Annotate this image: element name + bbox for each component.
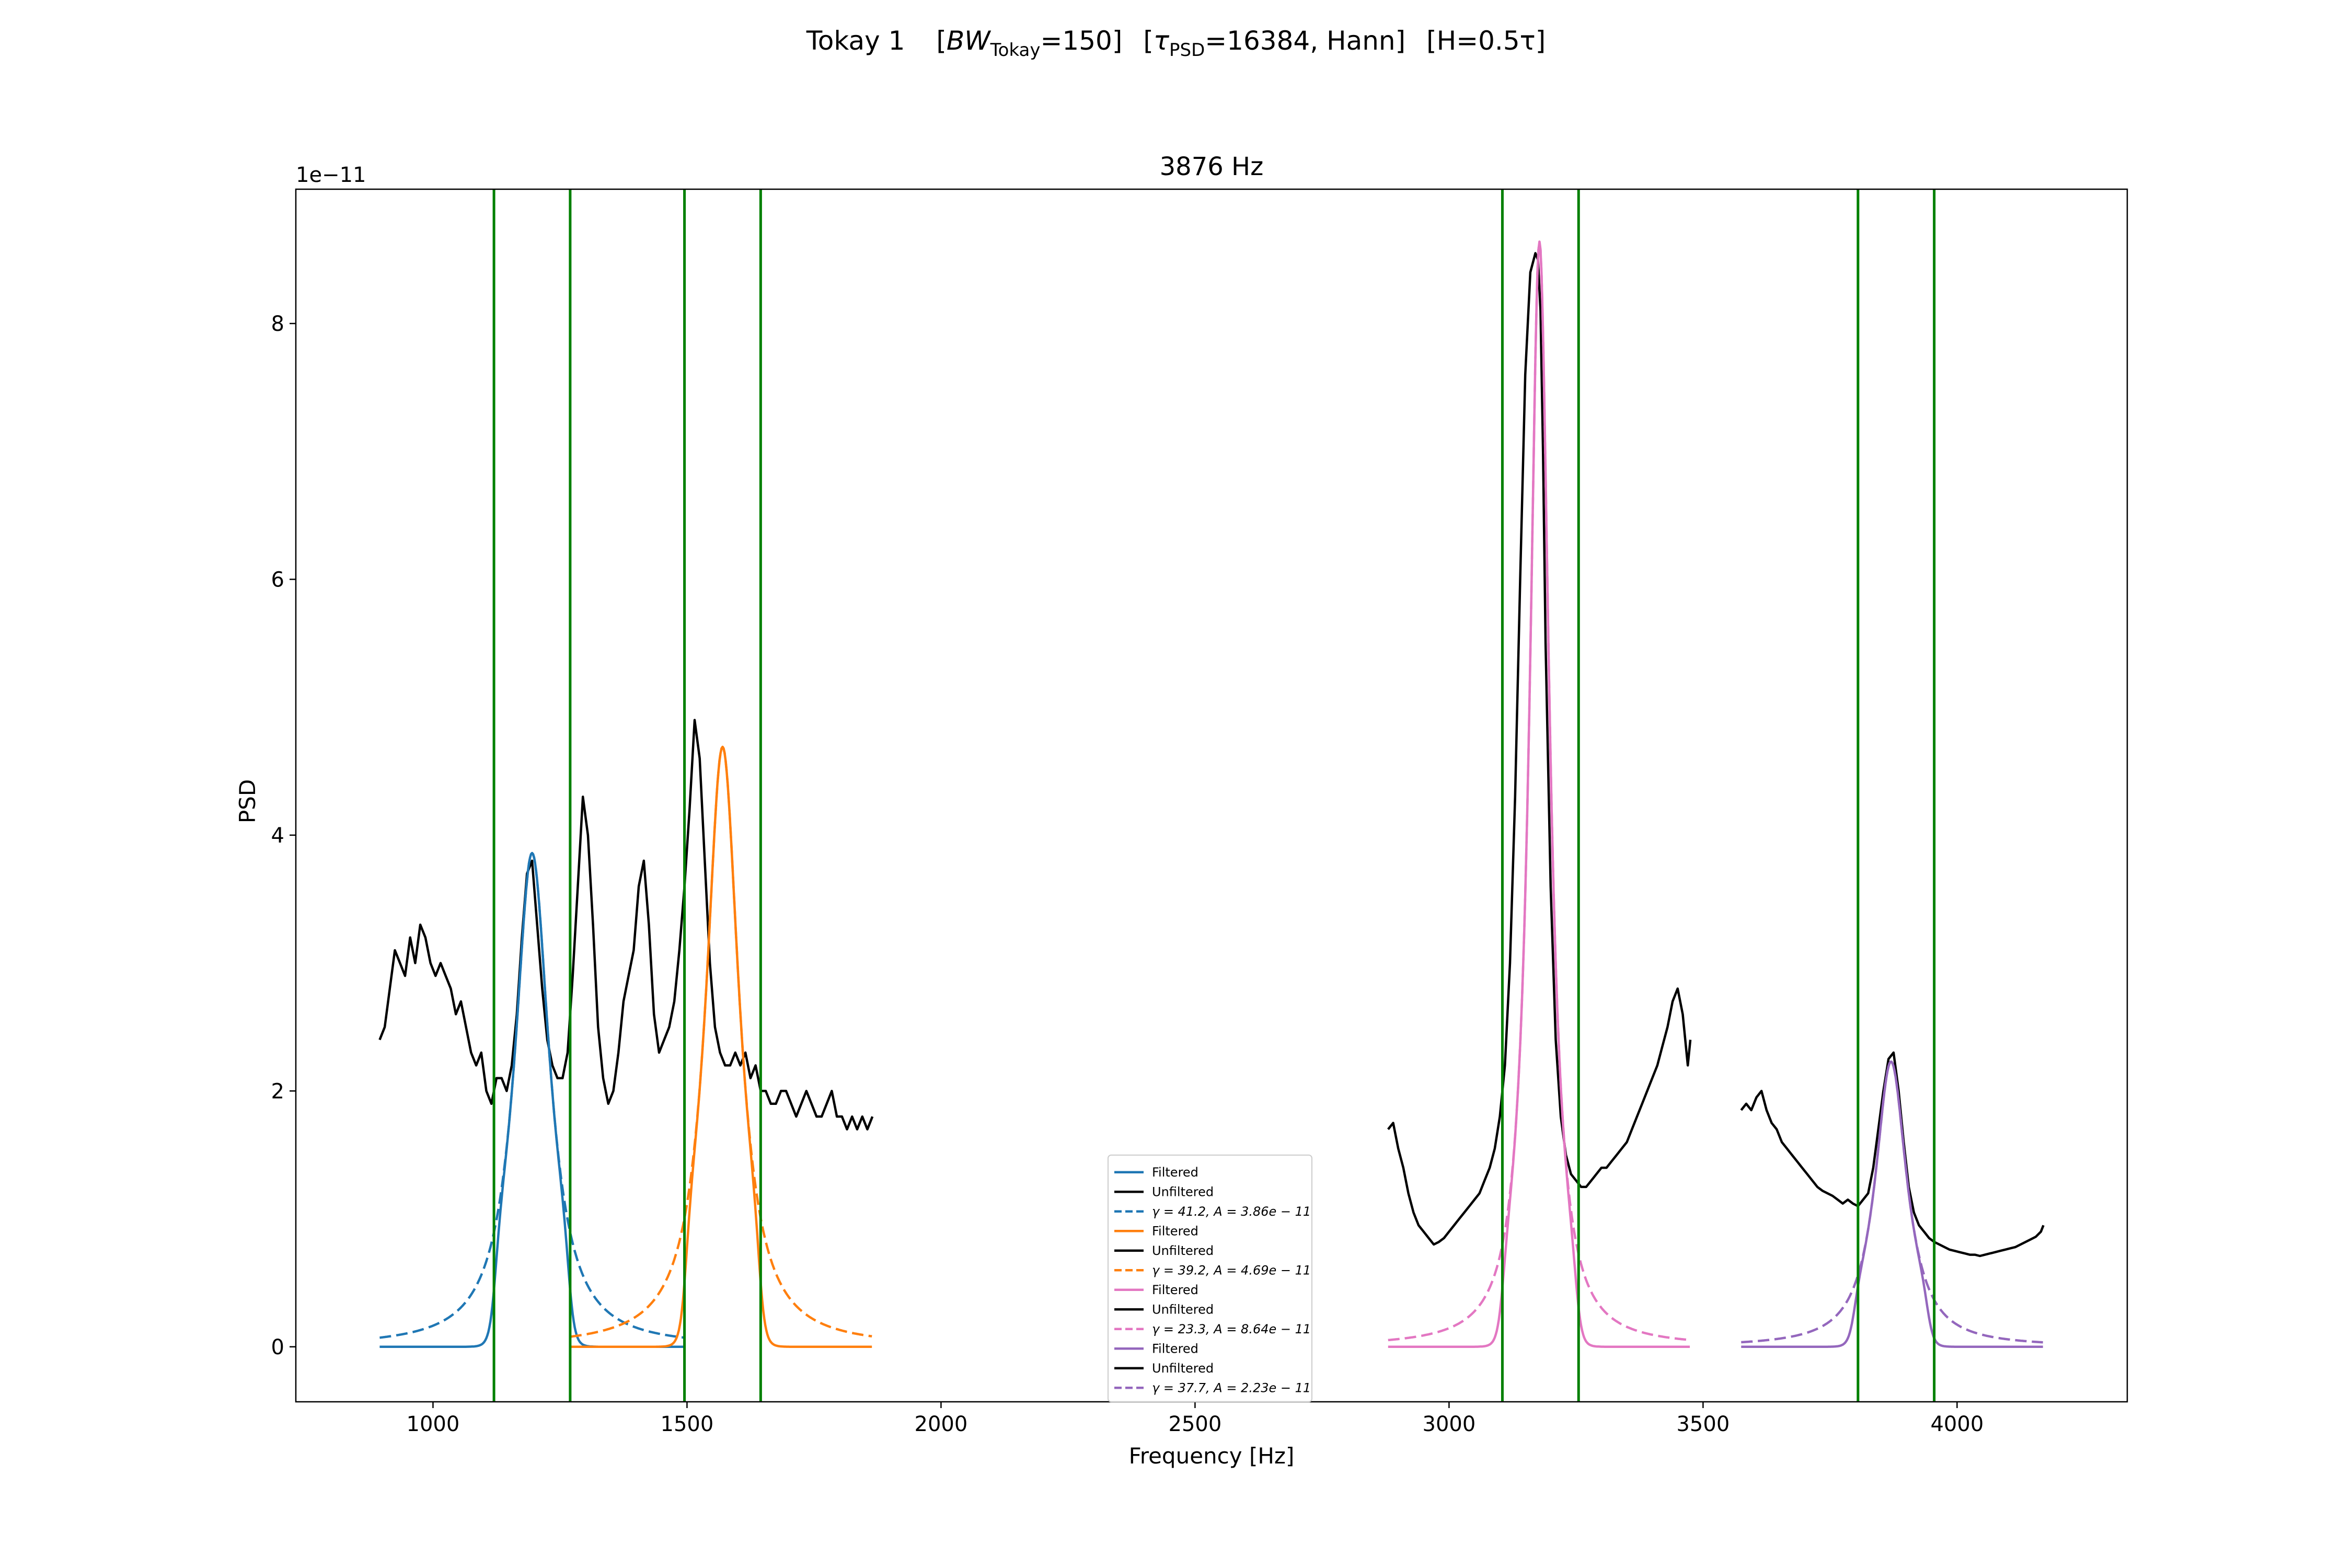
unfiltered-line-3 [1740,1051,2045,1258]
y-axis-label: PSD [235,779,260,823]
series-group [378,189,2045,1402]
x-tick-label: 3500 [1676,1412,1730,1436]
legend-label: Unfiltered [1152,1361,1214,1376]
filtered-line-3 [1388,240,1690,1348]
y-tick-label: 0 [271,1335,284,1359]
legend-label: Filtered [1152,1283,1198,1297]
y-tick-label: 6 [271,568,284,592]
legend-label: Unfiltered [1152,1302,1214,1317]
legend-box [1108,1155,1312,1402]
legend-label: γ = 39.2, A = 4.69e − 11 [1152,1263,1311,1277]
legend-label: Unfiltered [1152,1243,1214,1258]
x-tick-label: 4000 [1930,1412,1984,1436]
legend-label: Filtered [1152,1224,1198,1238]
legend-label: Filtered [1152,1341,1198,1356]
x-tick-label: 1000 [407,1412,460,1436]
filtered-line-2 [570,745,872,1348]
x-tick-label: 2500 [1169,1412,1222,1436]
x-tick-label: 1500 [661,1412,714,1436]
legend-label: γ = 41.2, A = 3.86e − 11 [1152,1204,1311,1219]
legend-label: Filtered [1152,1165,1198,1180]
x-tick-label: 2000 [915,1412,968,1436]
legend-label: γ = 23.3, A = 8.64e − 11 [1152,1322,1311,1336]
filtered-line-4 [1740,1060,2043,1348]
axes-title: 3876 Hz [1160,152,1264,181]
y-tick-label: 4 [271,824,284,848]
unfiltered-line-2 [1387,252,1692,1246]
x-tick-label: 3000 [1423,1412,1476,1436]
unfiltered-line-1 [378,719,874,1131]
figure-suptitle: Tokay 1 [BWTokay=150] [τPSD=16384, Hann] [H… [806,26,1546,61]
legend-label: γ = 37.7, A = 2.23e − 11 [1152,1380,1311,1395]
y-offset-label: 1e−11 [296,163,366,187]
legend-label: Unfiltered [1152,1184,1214,1199]
x-axis-label: Frequency [Hz] [1129,1443,1295,1469]
legend: Filtered Unfiltered γ = 41.2, A = 3.86e − … [1108,1155,1312,1402]
y-tick-label: 8 [271,312,284,336]
y-tick-label: 2 [271,1079,284,1103]
fit-line-4 [1740,1060,2043,1344]
fit-line-2 [570,745,872,1338]
